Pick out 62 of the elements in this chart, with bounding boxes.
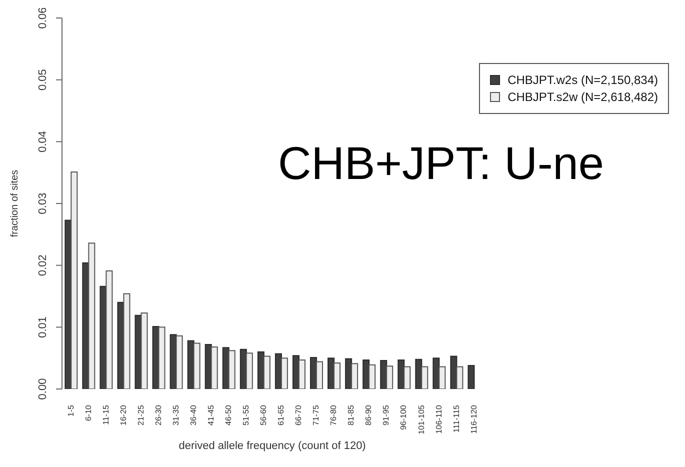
y-tick-label: 0.02 xyxy=(37,254,49,276)
y-tick-label: 0.06 xyxy=(37,7,49,29)
x-tick-label: 56-60 xyxy=(259,404,268,426)
x-tick-label: 76-80 xyxy=(329,404,338,426)
bar xyxy=(140,312,148,389)
legend-label: CHBJPT.w2s (N=2,150,834) xyxy=(508,73,658,87)
y-axis-title: fraction of sites xyxy=(10,170,21,238)
bar xyxy=(404,366,411,389)
x-tick-label: 106-110 xyxy=(434,404,444,434)
bar xyxy=(263,356,270,389)
x-tick-label: 16-20 xyxy=(118,404,128,426)
x-tick-label: 86-90 xyxy=(364,404,374,426)
bar xyxy=(316,361,323,389)
x-tick-label: 91-95 xyxy=(382,404,391,426)
bar xyxy=(123,293,130,389)
bar xyxy=(246,352,253,389)
y-tick-label: 0.04 xyxy=(37,130,49,152)
text: CHB+JPT: U-ne xyxy=(278,136,604,190)
bar xyxy=(368,364,376,389)
bar xyxy=(158,326,166,389)
bar xyxy=(450,356,458,389)
y-tick-label: 0.00 xyxy=(37,378,49,400)
x-tick-label: 66-70 xyxy=(294,404,304,426)
bar xyxy=(193,342,200,389)
x-tick-label: 46-50 xyxy=(224,404,233,426)
bar xyxy=(70,171,78,389)
y-tick-label: 0.03 xyxy=(37,192,49,214)
bar xyxy=(228,350,236,389)
x-tick-label: 71-75 xyxy=(312,404,321,426)
bar xyxy=(468,365,475,389)
bar xyxy=(176,335,183,389)
bar xyxy=(210,346,218,389)
x-axis-title: derived allele frequency (count of 120) xyxy=(178,440,366,452)
x-tick-label: 6-10 xyxy=(84,404,93,422)
bar xyxy=(421,366,428,389)
bar xyxy=(280,358,288,389)
bar xyxy=(351,363,358,389)
x-tick-label: 81-85 xyxy=(346,404,356,426)
x-tick-label: 111-115 xyxy=(452,404,461,433)
bar xyxy=(334,362,341,389)
bar xyxy=(456,366,464,389)
legend-label: CHBJPT.s2w (N=2,618,482) xyxy=(508,90,658,104)
bar xyxy=(432,358,440,389)
bar xyxy=(88,242,96,389)
x-tick-label: 21-25 xyxy=(136,404,146,426)
x-tick-label: 51-55 xyxy=(242,404,251,426)
y-tick-label: 0.01 xyxy=(37,316,49,338)
y-tick-label: 0.05 xyxy=(37,69,49,91)
bar xyxy=(386,366,394,389)
x-tick-label: 26-30 xyxy=(154,404,163,426)
x-tick-label: 116-120 xyxy=(469,404,478,434)
x-tick-label: 101-105 xyxy=(416,404,426,434)
x-tick-label: 61-65 xyxy=(276,404,286,426)
x-tick-label: 36-40 xyxy=(188,404,198,426)
x-tick-label: 31-35 xyxy=(171,404,180,426)
bar xyxy=(438,366,446,389)
x-tick-label: 11-15 xyxy=(101,404,110,425)
bar xyxy=(298,359,306,389)
x-tick-label: 1-5 xyxy=(66,404,76,417)
x-tick-label: 41-45 xyxy=(206,404,216,426)
x-tick-label: 96-100 xyxy=(399,404,408,430)
bar xyxy=(106,270,113,389)
